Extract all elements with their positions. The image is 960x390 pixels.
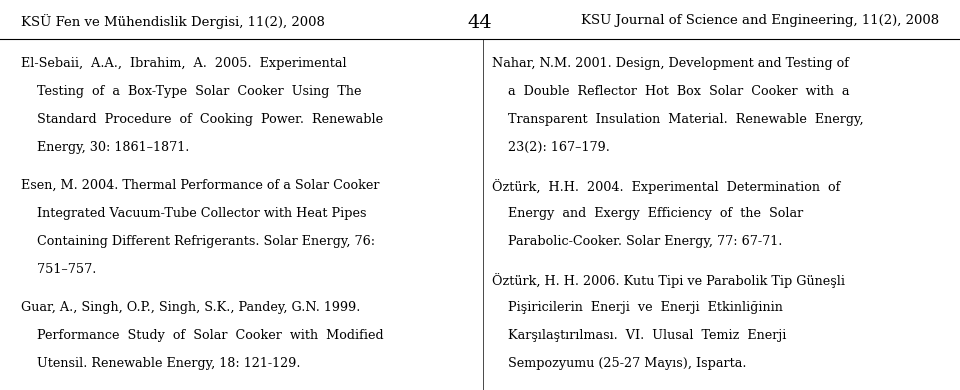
Text: Guar, A., Singh, O.P., Singh, S.K., Pandey, G.N. 1999.: Guar, A., Singh, O.P., Singh, S.K., Pand… — [21, 301, 361, 314]
Text: Öztürk,  H.H.  2004.  Experimental  Determination  of: Öztürk, H.H. 2004. Experimental Determin… — [492, 179, 841, 193]
Text: El-Sebaii,  A.A.,  Ibrahim,  A.  2005.  Experimental: El-Sebaii, A.A., Ibrahim, A. 2005. Exper… — [21, 57, 347, 69]
Text: 44: 44 — [468, 14, 492, 32]
Text: 23(2): 167–179.: 23(2): 167–179. — [492, 141, 611, 154]
Text: Parabolic-Cooker. Solar Energy, 77: 67-71.: Parabolic-Cooker. Solar Energy, 77: 67-7… — [492, 235, 782, 248]
Text: Energy  and  Exergy  Efficiency  of  the  Solar: Energy and Exergy Efficiency of the Sola… — [492, 207, 804, 220]
Text: Sempozyumu (25-27 Mayıs), Isparta.: Sempozyumu (25-27 Mayıs), Isparta. — [492, 357, 747, 370]
Text: Testing  of  a  Box-Type  Solar  Cooker  Using  The: Testing of a Box-Type Solar Cooker Using… — [21, 85, 362, 98]
Text: Nahar, N.M. 2001. Design, Development and Testing of: Nahar, N.M. 2001. Design, Development an… — [492, 57, 850, 69]
Text: Karşılaştırılması.  VI.  Ulusal  Temiz  Enerji: Karşılaştırılması. VI. Ulusal Temiz Ener… — [492, 329, 787, 342]
Text: a  Double  Reflector  Hot  Box  Solar  Cooker  with  a: a Double Reflector Hot Box Solar Cooker … — [492, 85, 850, 98]
Text: Containing Different Refrigerants. Solar Energy, 76:: Containing Different Refrigerants. Solar… — [21, 235, 375, 248]
Text: Transparent  Insulation  Material.  Renewable  Energy,: Transparent Insulation Material. Renewab… — [492, 113, 864, 126]
Text: Integrated Vacuum-Tube Collector with Heat Pipes: Integrated Vacuum-Tube Collector with He… — [21, 207, 367, 220]
Text: KSU Journal of Science and Engineering, 11(2), 2008: KSU Journal of Science and Engineering, … — [581, 14, 939, 27]
Text: Esen, M. 2004. Thermal Performance of a Solar Cooker: Esen, M. 2004. Thermal Performance of a … — [21, 179, 379, 191]
Text: Öztürk, H. H. 2006. Kutu Tipi ve Parabolik Tip Güneşli: Öztürk, H. H. 2006. Kutu Tipi ve Parabol… — [492, 273, 846, 287]
Text: Performance  Study  of  Solar  Cooker  with  Modified: Performance Study of Solar Cooker with M… — [21, 329, 384, 342]
Text: Standard  Procedure  of  Cooking  Power.  Renewable: Standard Procedure of Cooking Power. Ren… — [21, 113, 383, 126]
Text: Energy, 30: 1861–1871.: Energy, 30: 1861–1871. — [21, 141, 189, 154]
Text: Pişiricilerin  Enerji  ve  Enerji  Etkinliğinin: Pişiricilerin Enerji ve Enerji Etkinliği… — [492, 301, 783, 314]
Text: Utensil. Renewable Energy, 18: 121-129.: Utensil. Renewable Energy, 18: 121-129. — [21, 357, 300, 370]
Text: KSÜ Fen ve Mühendislik Dergisi, 11(2), 2008: KSÜ Fen ve Mühendislik Dergisi, 11(2), 2… — [21, 14, 325, 28]
Text: 751–757.: 751–757. — [21, 263, 97, 276]
